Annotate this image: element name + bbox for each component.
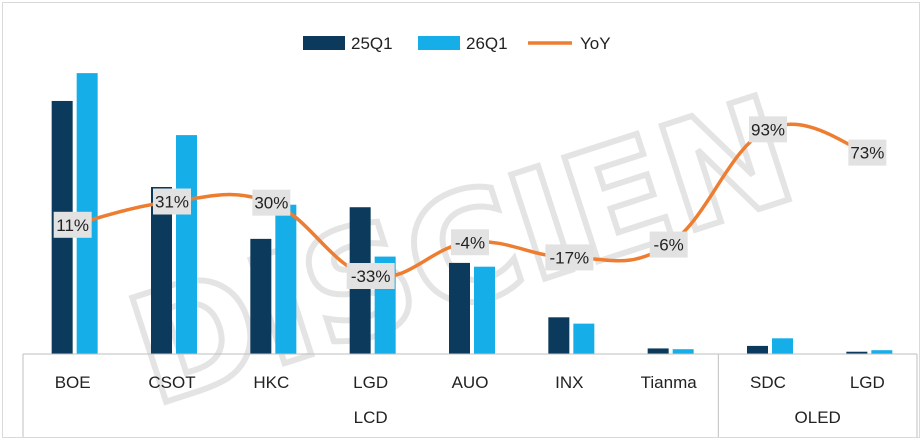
tick-label-lgd: LGD: [850, 373, 885, 392]
bar-26q1-lgd: [871, 350, 893, 354]
yoy-label-box: [649, 231, 688, 258]
legend-label-yoy: YoY: [580, 34, 611, 53]
yoy-label-inx-5: -17%: [549, 248, 589, 267]
group-label-oled: OLED: [795, 408, 841, 427]
tick-label-auo: AUO: [452, 373, 489, 392]
legend-label-25q1: 25Q1: [351, 34, 393, 53]
bar-25q1-lgd: [846, 351, 868, 354]
category-axis: BOE CSOT HKC LGD AUO INX Tianma SDC LGD LCD OLED: [22, 353, 918, 437]
yoy-label-box: [153, 188, 191, 215]
yoy-label-csot-1: 31%: [155, 193, 189, 212]
legend-swatch-26q1: [418, 36, 460, 50]
bar-25q1-inx: [548, 317, 570, 354]
legend: 25Q1 26Q1 YoY: [303, 34, 611, 53]
tick-label-boe: BOE: [55, 373, 91, 392]
legend-label-26q1: 26Q1: [466, 34, 508, 53]
bar-26q1-csot: [176, 135, 197, 354]
tick-label-csot: CSOT: [148, 373, 195, 392]
bar-26q1-sdc: [772, 338, 793, 354]
group-label-lcd: LCD: [354, 408, 388, 427]
bar-26q1-hkc: [275, 204, 297, 354]
bar-26q1-tianma: [672, 349, 694, 354]
yoy-label-box: [848, 139, 887, 166]
yoy-label-auo-4: -4%: [455, 233, 485, 252]
yoy-label-box: [545, 244, 594, 271]
tick-label-sdc: SDC: [750, 373, 786, 392]
yoy-label-box: [749, 116, 787, 143]
bar-25q1-tianma: [647, 348, 669, 354]
bar-25q1-sdc: [747, 345, 768, 354]
yoy-label-boe-0: 11%: [56, 216, 89, 235]
tick-label-hkc: HKC: [253, 373, 289, 392]
yoy-label-lgd-8: 73%: [850, 144, 884, 163]
bar-25q1-auo: [449, 262, 470, 354]
yoy-label-box: [346, 263, 395, 290]
yoy-label-lgd-3: -33%: [351, 267, 391, 286]
yoy-label-tianma-6: -6%: [654, 236, 684, 255]
yoy-label-box: [53, 211, 92, 238]
bars-layer: [51, 73, 893, 355]
yoy-labels-layer: 11% 31% 30% -33% -4% -17% -6% 93% 73%: [53, 116, 887, 290]
bar-25q1-csot: [151, 186, 172, 354]
bar-26q1-inx: [573, 323, 595, 354]
bar-26q1-auo: [474, 266, 495, 354]
yoy-label-box: [451, 229, 489, 256]
yoy-label-hkc-2: 30%: [254, 194, 288, 213]
legend-swatch-25q1: [303, 36, 345, 50]
tick-label-lgd: LGD: [353, 373, 388, 392]
tick-label-inx: INX: [555, 373, 583, 392]
tick-label-tianma: Tianma: [641, 373, 698, 392]
yoy-label-sdc-7: 93%: [751, 120, 785, 139]
yoy-label-box: [252, 189, 291, 216]
bar-25q1-hkc: [250, 238, 272, 354]
